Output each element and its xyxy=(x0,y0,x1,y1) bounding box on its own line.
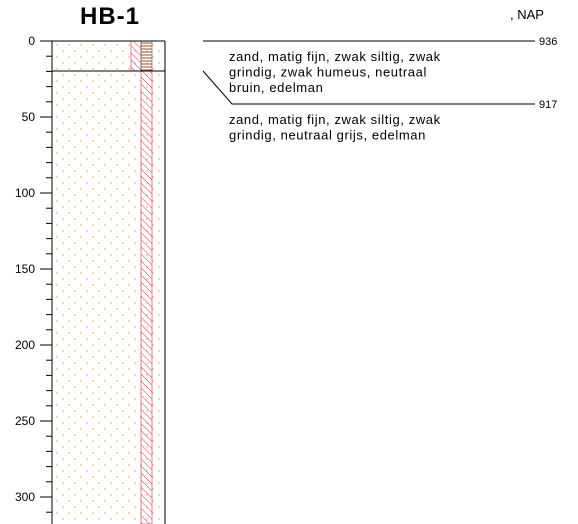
layer-description: grindig, neutraal grijs, edelman xyxy=(229,128,426,143)
layer-line xyxy=(202,70,535,105)
depth-label: 100 xyxy=(15,186,35,200)
datum: , NAP xyxy=(510,7,544,22)
title: HB-1 xyxy=(80,3,140,30)
depth-label: 50 xyxy=(22,110,36,124)
depth-label: 300 xyxy=(15,490,35,504)
layer-description: grindig, zwak humeus, neutraal xyxy=(229,65,427,80)
humus-strip xyxy=(140,40,153,72)
layer-code: 936 xyxy=(539,36,557,48)
layer-description: bruin, edelman xyxy=(229,80,323,95)
depth-label: 0 xyxy=(28,34,35,48)
depth-label: 200 xyxy=(15,338,35,352)
depth-label: 250 xyxy=(15,414,35,428)
layer-description: zand, matig fijn, zwak siltig, zwak xyxy=(229,49,441,64)
top-hatch xyxy=(130,40,142,72)
hatch-strip xyxy=(140,70,153,524)
column xyxy=(51,40,166,524)
layer-description: zand, matig fijn, zwak siltig, zwak xyxy=(229,112,441,127)
layer-code: 917 xyxy=(539,99,557,111)
depth-label: 150 xyxy=(15,262,35,276)
